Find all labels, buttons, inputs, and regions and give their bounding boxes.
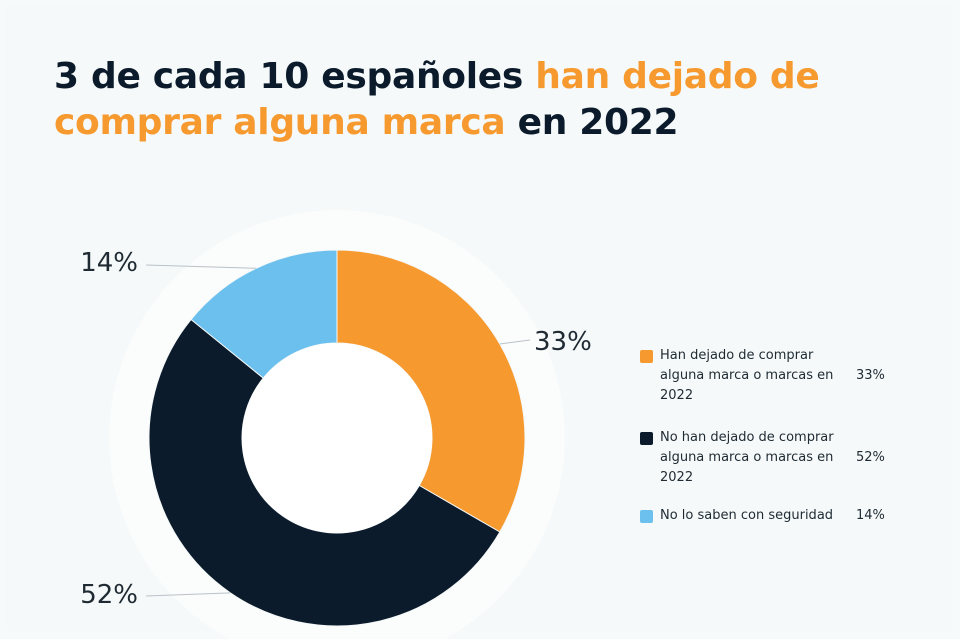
- legend-label: Han dejado de comprar alguna marca o mar…: [660, 348, 834, 403]
- leader-line-3: [145, 264, 257, 269]
- leader-line-2: [145, 592, 231, 597]
- leader-line-1: [499, 339, 531, 345]
- legend-swatch: [640, 510, 653, 523]
- legend-label: No lo saben con seguridad: [660, 508, 834, 523]
- slice-label-2: 52%: [80, 580, 138, 610]
- legend-swatch: [640, 350, 653, 363]
- legend-swatch: [640, 432, 653, 445]
- donut-hole: [242, 343, 432, 533]
- title-part-1: 3 de cada 10 españoles: [54, 56, 536, 97]
- legend-value: 33%: [856, 368, 885, 383]
- title-highlight: han dejado de comprar alguna marca: [54, 56, 820, 143]
- title-part-3: en 2022: [505, 102, 679, 143]
- legend-value: 14%: [856, 508, 885, 523]
- chart-title: 3 de cada 10 españoles han dejado de com…: [54, 54, 914, 146]
- slice-label-3: 14%: [80, 248, 138, 278]
- legend-label: No han dejado de comprar alguna marca o …: [660, 430, 834, 485]
- slice-label-1: 33%: [534, 327, 592, 357]
- legend-value: 52%: [856, 450, 885, 465]
